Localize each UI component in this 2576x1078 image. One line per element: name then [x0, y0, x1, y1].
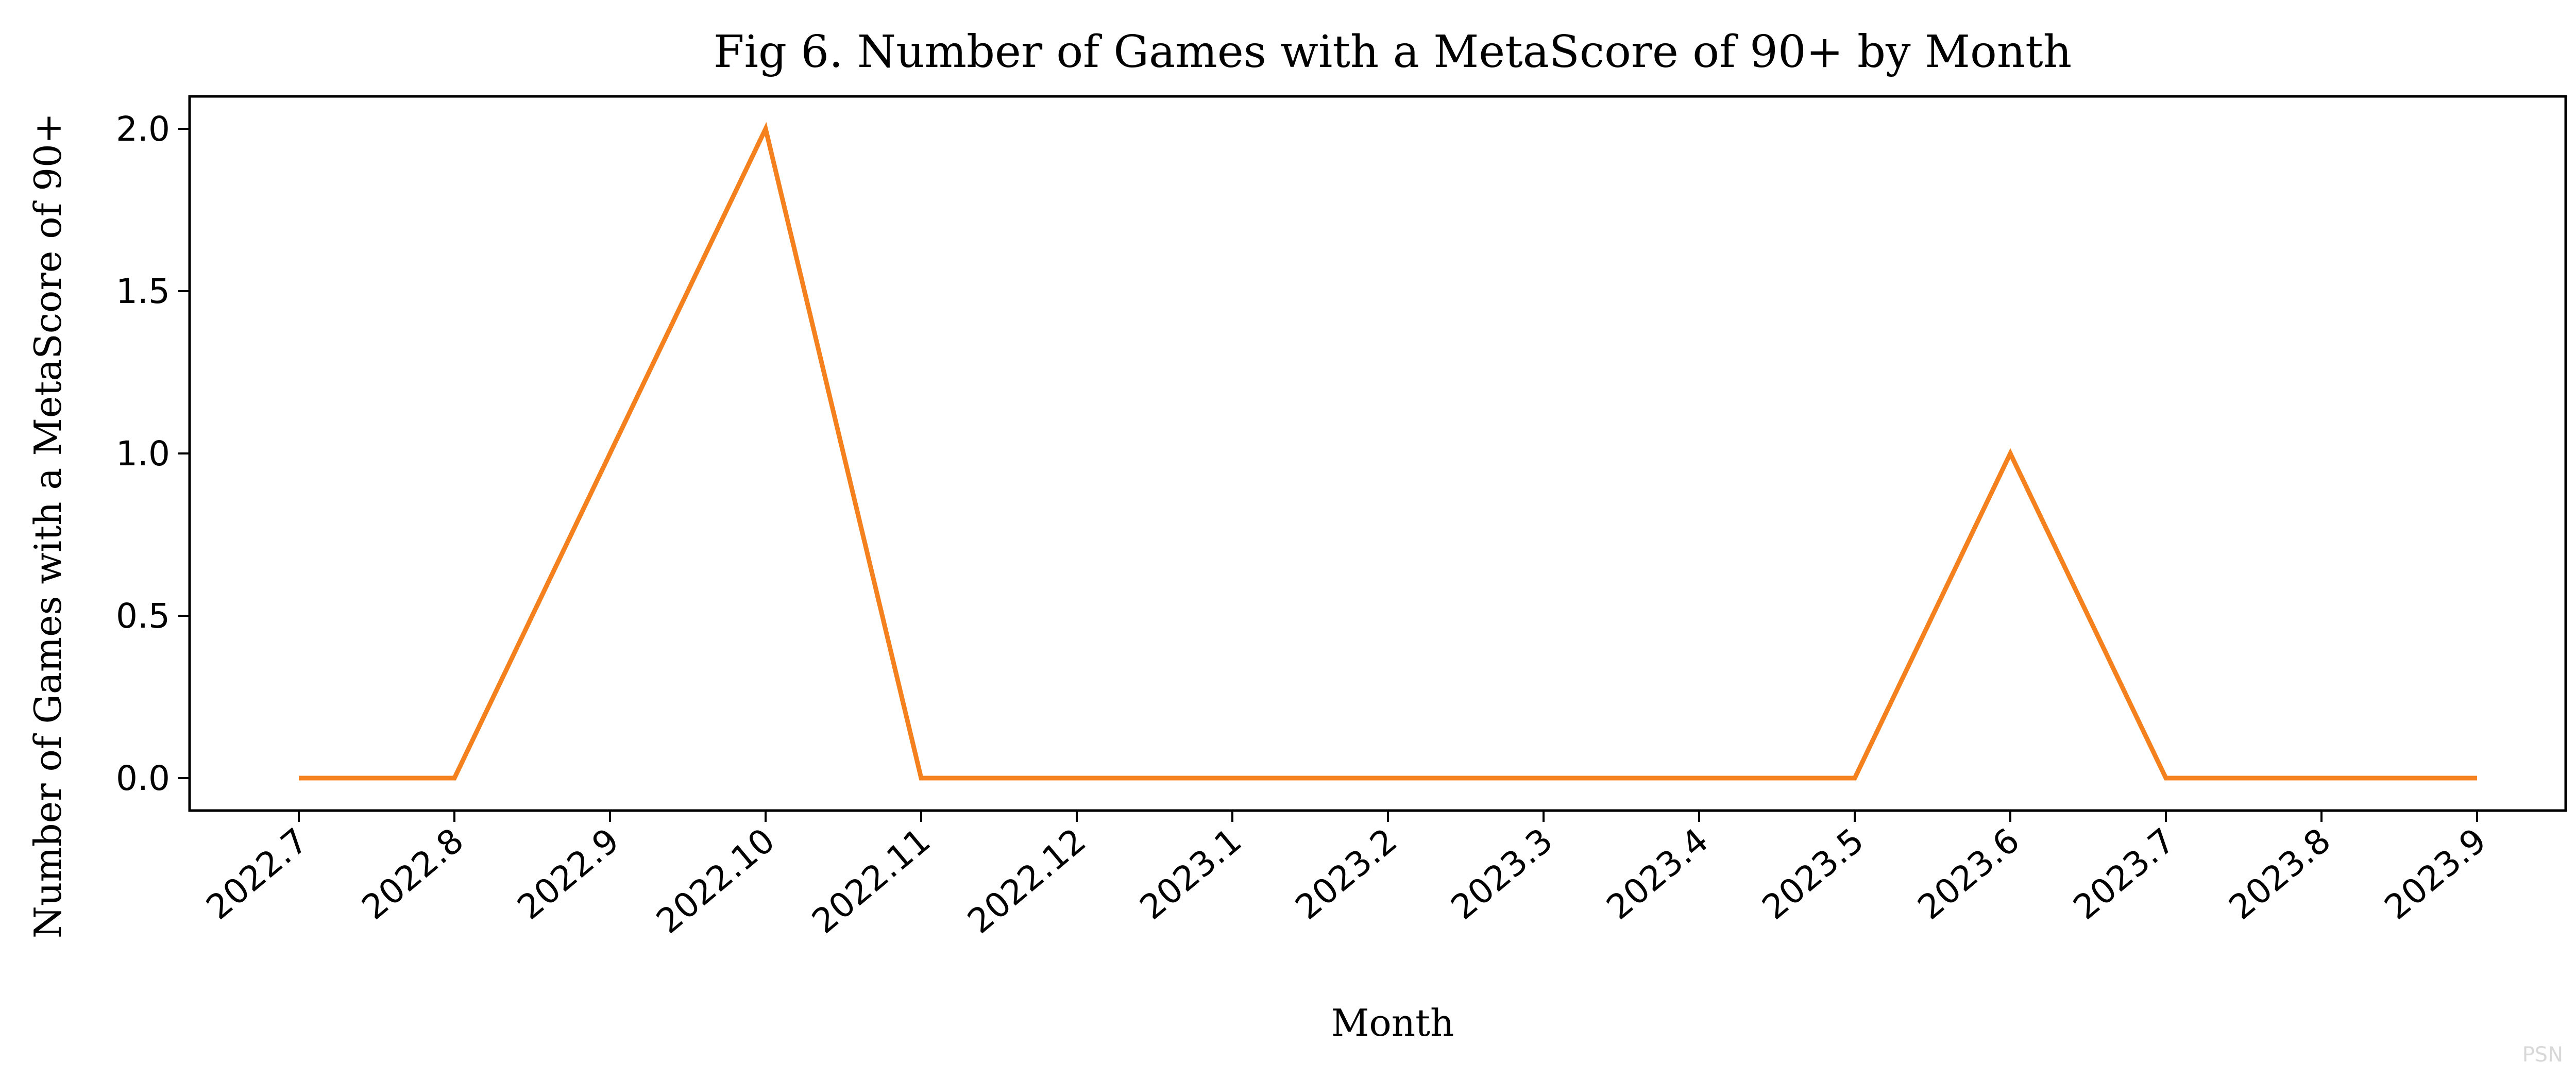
x-tick-label-6: 2023.1	[1132, 820, 1249, 927]
plot-frame	[188, 95, 2567, 812]
x-tick-label-9: 2023.4	[1599, 820, 1716, 927]
y-axis-label: Number of Games with a MetaScore of 90+	[26, 113, 70, 938]
series-line-0	[299, 122, 2477, 781]
x-tick-label-3: 2022.10	[649, 820, 783, 941]
x-axis-label: Month	[1331, 1001, 1454, 1045]
x-tick-label-8: 2023.3	[1444, 820, 1560, 927]
x-tick-label-0: 2022.7	[199, 820, 315, 927]
x-tick-label-4: 2022.11	[805, 820, 938, 941]
x-tick-label-2: 2022.9	[510, 820, 626, 927]
x-tick-label-11: 2023.6	[1910, 820, 2027, 927]
x-tick-label-13: 2023.8	[2222, 820, 2338, 927]
watermark-logo: PSN	[2522, 1043, 2563, 1067]
plot-area	[299, 122, 2477, 781]
x-tick-label-5: 2022.12	[960, 820, 1094, 941]
y-tick-label-0: 0.0	[116, 759, 170, 798]
chart-title: Fig 6. Number of Games with a MetaScore …	[714, 26, 2072, 78]
x-tick-label-7: 2023.2	[1288, 820, 1404, 927]
y-tick-label-3: 1.5	[116, 272, 170, 311]
y-tick-label-2: 1.0	[116, 434, 170, 474]
y-axis: 0.0 0.5 1.0 1.5 2.0	[116, 109, 190, 798]
x-tick-label-12: 2023.7	[2066, 820, 2182, 927]
x-tick-label-10: 2023.5	[1755, 820, 1871, 927]
y-tick-label-1: 0.5	[116, 596, 170, 636]
x-tick-label-14: 2023.9	[2377, 820, 2494, 927]
y-tick-label-4: 2.0	[116, 109, 170, 149]
x-tick-label-1: 2022.8	[354, 820, 471, 927]
x-axis: 2022.7 2022.8 2022.9 2022.10 2022.11 2022.12 2…	[199, 811, 2494, 941]
